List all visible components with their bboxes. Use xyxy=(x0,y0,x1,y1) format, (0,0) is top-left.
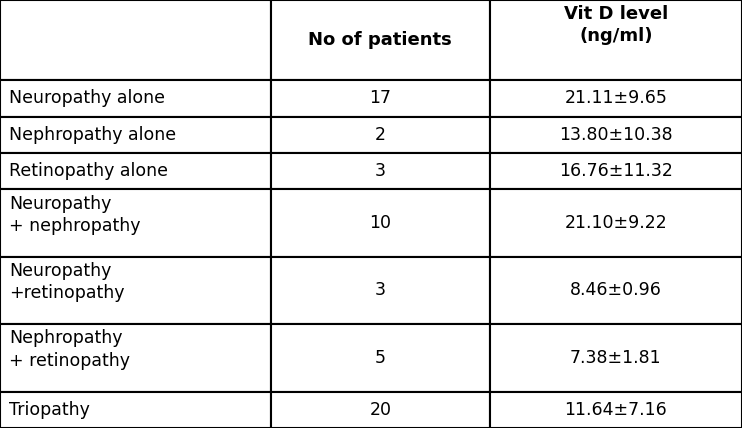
Bar xyxy=(490,80,742,116)
Bar xyxy=(271,257,490,324)
Text: Nephropathy
+ retinopathy: Nephropathy + retinopathy xyxy=(9,329,130,369)
Text: 5: 5 xyxy=(375,349,386,367)
Bar xyxy=(0,153,271,190)
Text: Triopathy: Triopathy xyxy=(9,401,90,419)
Bar xyxy=(0,257,271,324)
Bar xyxy=(271,153,490,190)
Text: Neuropathy alone: Neuropathy alone xyxy=(9,89,165,107)
Text: 20: 20 xyxy=(370,401,391,419)
Bar xyxy=(271,80,490,116)
Bar xyxy=(490,324,742,392)
Text: 3: 3 xyxy=(375,282,386,300)
Bar xyxy=(0,190,271,257)
Bar xyxy=(0,116,271,153)
Text: 16.76±11.32: 16.76±11.32 xyxy=(559,162,673,180)
Bar xyxy=(490,153,742,190)
Text: 2: 2 xyxy=(375,126,386,144)
Bar xyxy=(0,324,271,392)
Text: 7.38±1.81: 7.38±1.81 xyxy=(570,349,662,367)
Text: Nephropathy alone: Nephropathy alone xyxy=(9,126,176,144)
Text: No of patients: No of patients xyxy=(309,31,452,49)
Text: 11.64±7.16: 11.64±7.16 xyxy=(565,401,667,419)
Bar xyxy=(271,392,490,428)
Text: Retinopathy alone: Retinopathy alone xyxy=(9,162,168,180)
Text: 8.46±0.96: 8.46±0.96 xyxy=(570,282,662,300)
Text: Neuropathy
+retinopathy: Neuropathy +retinopathy xyxy=(9,262,125,302)
Bar xyxy=(490,0,742,80)
Text: Vit D level
(ng/ml): Vit D level (ng/ml) xyxy=(564,5,668,45)
Bar xyxy=(271,116,490,153)
Bar xyxy=(271,324,490,392)
Bar xyxy=(0,392,271,428)
Text: 17: 17 xyxy=(370,89,391,107)
Text: Neuropathy
+ nephropathy: Neuropathy + nephropathy xyxy=(9,195,140,235)
Bar xyxy=(0,80,271,116)
Bar xyxy=(490,116,742,153)
Text: 3: 3 xyxy=(375,162,386,180)
Bar xyxy=(490,257,742,324)
Bar xyxy=(490,392,742,428)
Text: 21.11±9.65: 21.11±9.65 xyxy=(565,89,667,107)
Text: 10: 10 xyxy=(370,214,391,232)
Bar xyxy=(271,0,490,80)
Bar xyxy=(0,0,271,80)
Bar xyxy=(490,190,742,257)
Text: 21.10±9.22: 21.10±9.22 xyxy=(565,214,667,232)
Bar xyxy=(271,190,490,257)
Text: 13.80±10.38: 13.80±10.38 xyxy=(559,126,673,144)
